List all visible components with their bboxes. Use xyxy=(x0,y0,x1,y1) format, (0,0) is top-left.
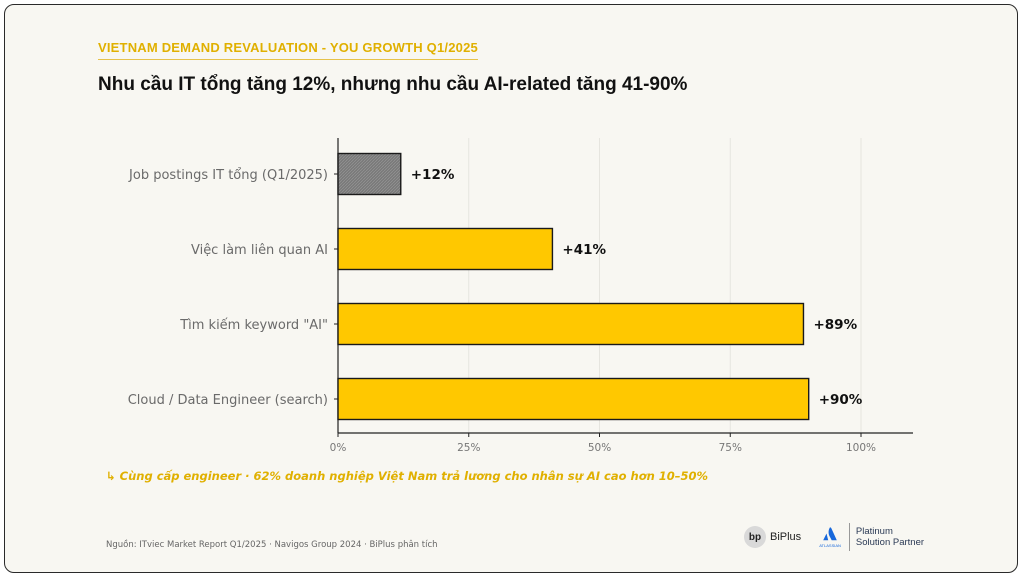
x-tick-label: 0% xyxy=(330,442,347,454)
partner-badge: Platinum Solution Partner xyxy=(856,526,924,548)
biplus-name: BiPlus xyxy=(770,531,802,543)
bar xyxy=(337,152,402,196)
page-title: Nhu cầu IT tổng tăng 12%, nhưng nhu cầu … xyxy=(98,74,688,95)
source-citation: Nguồn: ITviec Market Report Q1/2025 · Na… xyxy=(106,540,438,550)
biplus-mark-icon: bp xyxy=(744,526,766,548)
atlassian-logo: ATLASSIAN xyxy=(819,526,841,548)
slide-frame xyxy=(4,4,1018,573)
category-label: Tìm kiếm keyword "AI" xyxy=(179,318,328,333)
x-tick-label: 25% xyxy=(457,442,480,454)
partner-line-1: Platinum xyxy=(855,526,893,537)
bar xyxy=(337,227,554,271)
eyebrow-title: VIETNAM DEMAND REVALUATION - YOU GROWTH … xyxy=(98,40,478,60)
data-label: +89% xyxy=(813,317,857,333)
data-label: +41% xyxy=(562,242,606,258)
x-tick-label: 75% xyxy=(719,442,742,454)
partner-logos: bp BiPlus ATLASSIAN Platinum Solution Pa… xyxy=(744,523,924,551)
data-label: +12% xyxy=(411,167,455,183)
atlassian-icon xyxy=(823,527,837,541)
bar xyxy=(337,302,805,346)
biplus-logo: bp BiPlus xyxy=(744,526,801,548)
x-tick-label: 100% xyxy=(846,442,876,454)
category-label: Việc làm liên quan AI xyxy=(191,243,328,258)
partner-line-2: Solution Partner xyxy=(855,537,925,548)
logo-divider xyxy=(848,523,850,551)
x-tick-label: 50% xyxy=(588,442,611,454)
insight-note: ↳ Cùng cấp engineer · 62% doanh nghiệp V… xyxy=(106,469,709,483)
data-label: +90% xyxy=(819,392,863,408)
bar xyxy=(337,377,810,421)
category-label: Cloud / Data Engineer (search) xyxy=(128,393,328,408)
category-label: Job postings IT tổng (Q1/2025) xyxy=(128,168,328,183)
atlassian-name: ATLASSIAN xyxy=(819,543,841,548)
